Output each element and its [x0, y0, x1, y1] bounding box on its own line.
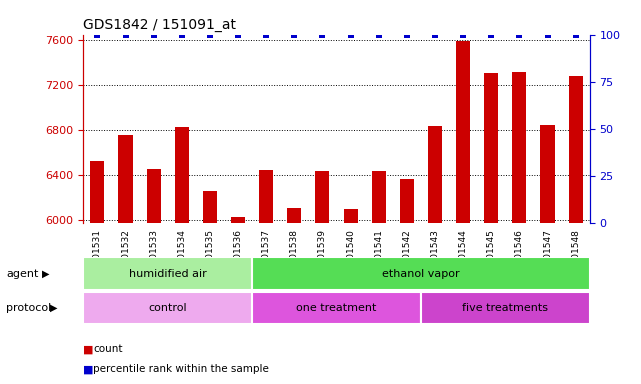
Bar [231, 217, 245, 384]
Bar [147, 169, 161, 384]
Bar [484, 73, 498, 384]
Point [317, 31, 328, 38]
Point [149, 31, 159, 38]
Text: GDS1842 / 151091_at: GDS1842 / 151091_at [83, 18, 237, 32]
Text: ▶: ▶ [42, 268, 49, 279]
Text: count: count [93, 344, 122, 354]
Point [261, 31, 271, 38]
Point [121, 31, 131, 38]
Bar [344, 209, 358, 384]
Point [374, 31, 384, 38]
Text: protocol: protocol [6, 303, 52, 313]
Point [458, 31, 469, 38]
Point [514, 31, 524, 38]
Point [205, 31, 215, 38]
Point [92, 31, 103, 38]
Text: one treatment: one treatment [296, 303, 377, 313]
Bar [569, 76, 583, 384]
Bar [315, 171, 329, 384]
Bar [512, 72, 526, 384]
Bar [259, 170, 273, 384]
Text: ■: ■ [83, 344, 94, 354]
Point [402, 31, 412, 38]
Point [289, 31, 299, 38]
Text: control: control [149, 303, 187, 313]
Text: ▶: ▶ [50, 303, 58, 313]
Point [345, 31, 356, 38]
Bar [421, 292, 590, 324]
Text: percentile rank within the sample: percentile rank within the sample [93, 364, 269, 374]
Text: agent: agent [6, 268, 39, 279]
Bar [400, 179, 414, 384]
Text: ethanol vapor: ethanol vapor [382, 268, 460, 279]
Point [542, 31, 553, 38]
Text: five treatments: five treatments [462, 303, 548, 313]
Bar [428, 126, 442, 384]
Point [430, 31, 440, 38]
Point [486, 31, 496, 38]
Point [570, 31, 581, 38]
Bar [83, 292, 252, 324]
Bar [456, 41, 470, 384]
Bar [372, 171, 386, 384]
Point [177, 31, 187, 38]
Bar [90, 161, 104, 384]
Bar [83, 257, 252, 290]
Bar [252, 292, 421, 324]
Text: humidified air: humidified air [129, 268, 206, 279]
Bar [119, 135, 133, 384]
Bar [175, 127, 189, 384]
Point [233, 31, 243, 38]
Bar [287, 207, 301, 384]
Bar [203, 190, 217, 384]
Bar [252, 257, 590, 290]
Bar [540, 125, 554, 384]
Text: ■: ■ [83, 364, 94, 374]
